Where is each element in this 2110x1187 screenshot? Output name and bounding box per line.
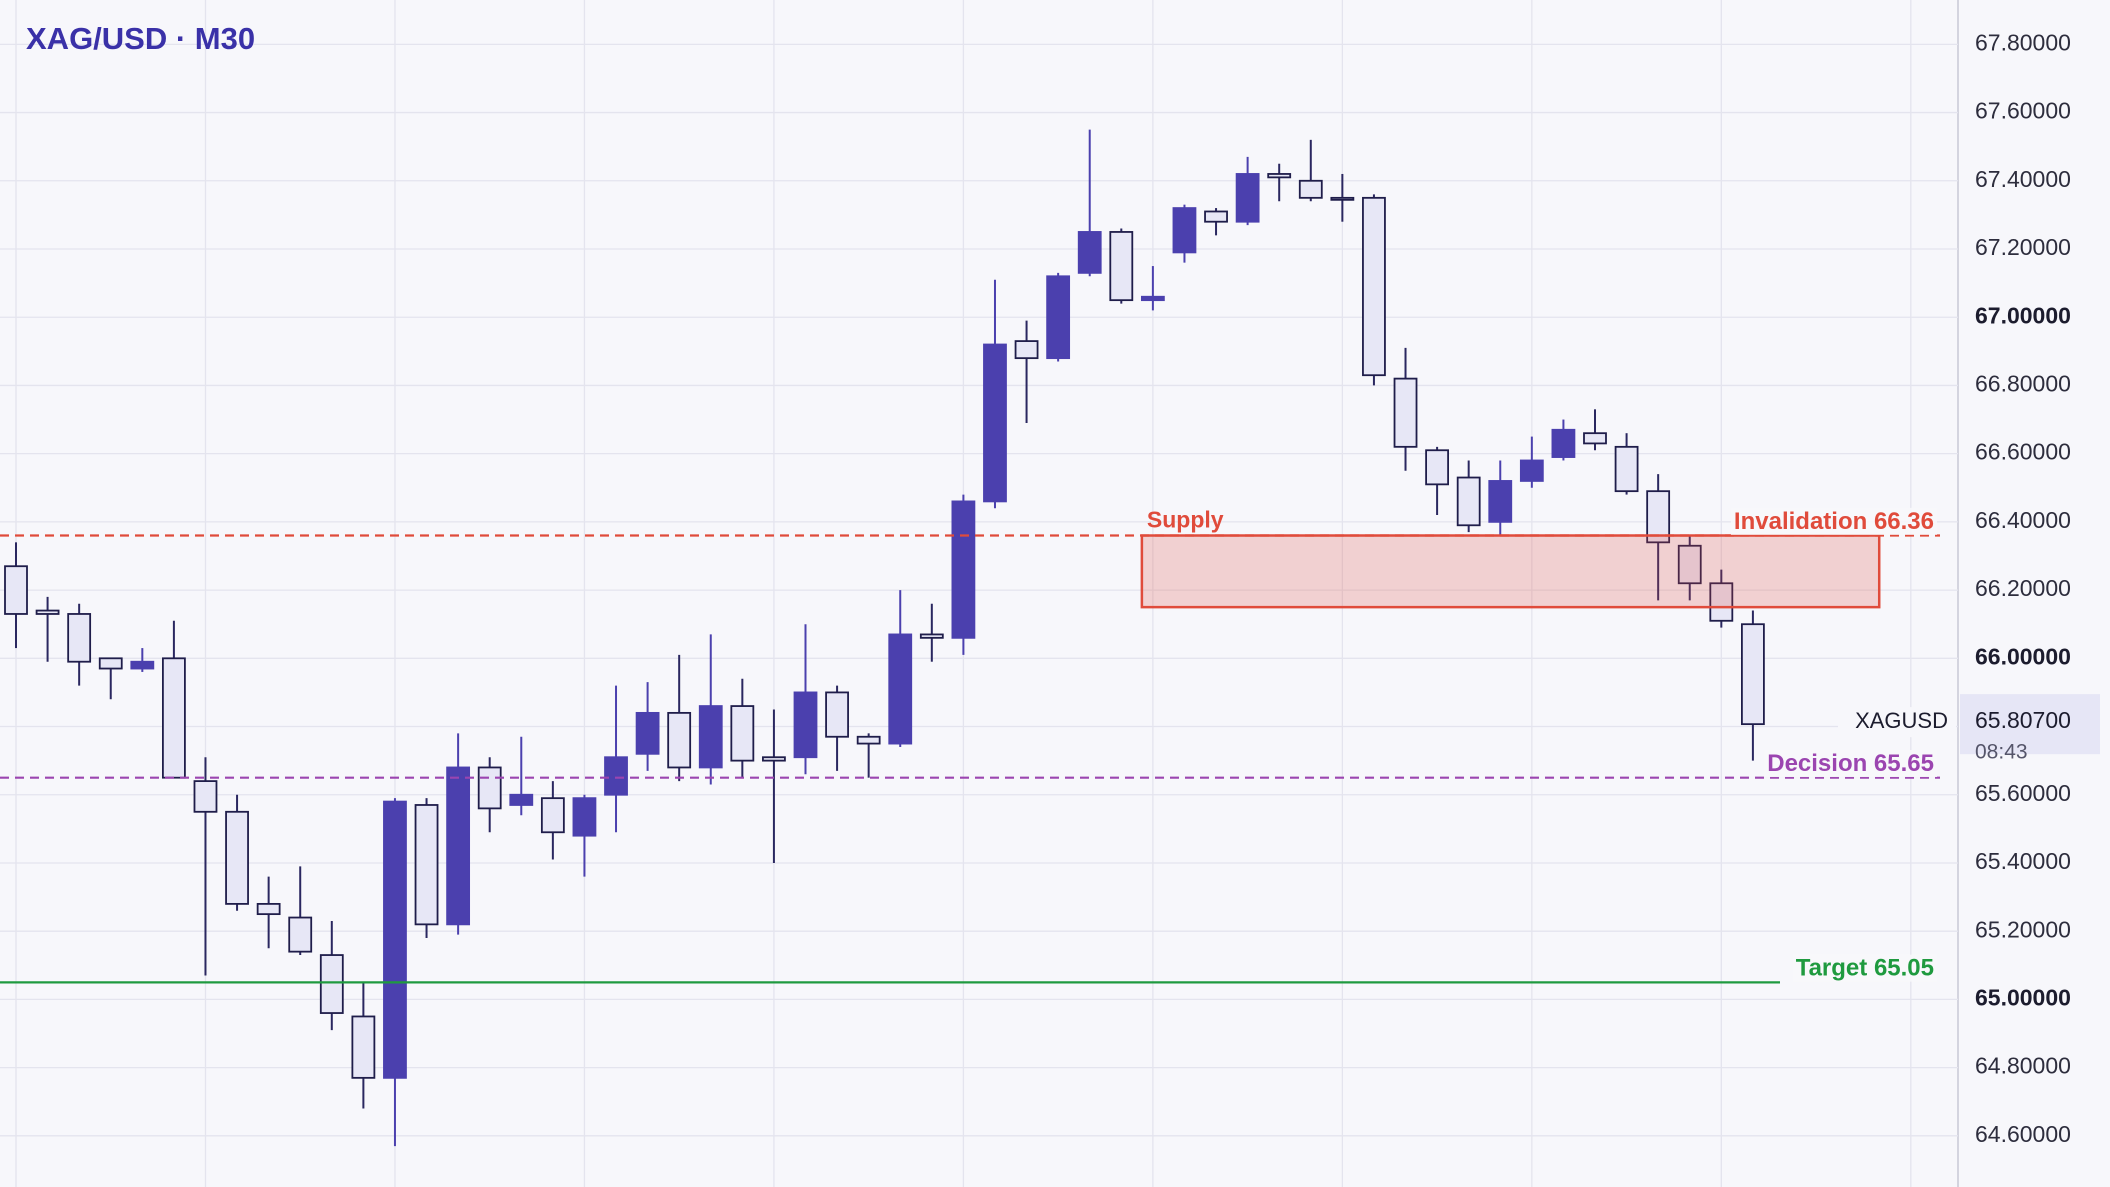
candle-body xyxy=(1741,623,1765,726)
candle-body xyxy=(635,711,660,755)
y-tick-label: 64.80000 xyxy=(1975,1053,2071,1079)
y-tick-label: 67.40000 xyxy=(1975,166,2071,192)
y-tick-label: 65.40000 xyxy=(1975,848,2071,874)
y-tick-label: 66.00000 xyxy=(1975,643,2071,669)
level-label-bg xyxy=(1730,507,1937,535)
candle-body xyxy=(1046,275,1071,360)
candle-body xyxy=(1646,490,1671,544)
y-tick-label: 65.20000 xyxy=(1975,916,2071,942)
candle-body xyxy=(1583,432,1607,445)
candle-body xyxy=(4,565,28,615)
y-tick-label: 67.80000 xyxy=(1975,29,2071,55)
candle-body xyxy=(604,756,628,796)
y-tick-label: 67.60000 xyxy=(1975,98,2071,124)
candle-body xyxy=(67,613,92,663)
candle-body xyxy=(446,766,471,926)
level-label: Invalidation 66.36 xyxy=(1734,508,1934,535)
candle-body xyxy=(1235,173,1260,223)
candle-body xyxy=(919,633,944,639)
candle-body xyxy=(161,657,186,779)
candle-body xyxy=(1140,295,1165,302)
candle-body xyxy=(856,735,881,745)
supply-zone xyxy=(1140,534,1881,609)
y-tick-label: 64.60000 xyxy=(1975,1121,2071,1147)
y-tick-label: 67.20000 xyxy=(1975,234,2071,260)
y-tick-label: 65.60000 xyxy=(1975,780,2071,806)
overlay: Supply Invalidation 66.36 Decision 65.65 Ta… xyxy=(0,507,1940,984)
candle-body xyxy=(1330,196,1355,201)
candle-body xyxy=(1204,210,1228,223)
candle-body xyxy=(1109,231,1134,302)
chart-title: XAG/USD · M30 xyxy=(26,21,255,56)
candle-body xyxy=(888,633,913,745)
y-tick-label: 65.00000 xyxy=(1975,984,2071,1010)
candle-body xyxy=(351,1015,376,1079)
candle-body xyxy=(793,691,818,759)
candle-body xyxy=(1393,377,1418,448)
candle-body xyxy=(1298,179,1323,199)
candle-body xyxy=(319,954,344,1014)
level-label: Target 65.05 xyxy=(1796,955,1934,982)
level-label-bg xyxy=(1764,750,1937,778)
candle-body xyxy=(1519,459,1544,482)
candle-body xyxy=(225,810,249,905)
candle-body xyxy=(572,797,597,837)
y-tick-label: 66.40000 xyxy=(1975,507,2071,533)
symbol-tag-bg xyxy=(1838,707,1956,738)
candle-body xyxy=(825,691,849,738)
candle-body xyxy=(1614,445,1639,493)
level-label-bg xyxy=(1792,954,1937,982)
candle-body xyxy=(509,793,534,806)
candle-body xyxy=(193,780,218,813)
candle-body xyxy=(1456,476,1481,527)
candle-body xyxy=(698,705,723,769)
y-tick-label: 67.00000 xyxy=(1975,302,2071,328)
candle-body xyxy=(35,609,60,615)
candle-body xyxy=(256,902,281,916)
candle-body xyxy=(98,657,123,670)
candle-body xyxy=(383,800,407,1079)
countdown-label: 08:43 xyxy=(1975,741,2028,764)
candle-body xyxy=(1709,582,1734,622)
marks xyxy=(4,129,1765,1147)
candle-body xyxy=(1362,196,1386,377)
candle-body xyxy=(667,711,692,769)
candle-body xyxy=(1172,207,1197,254)
candle-body xyxy=(414,804,439,926)
zone-label: Supply xyxy=(1147,507,1224,533)
candle-body xyxy=(762,756,786,762)
candle-body xyxy=(1551,428,1576,458)
y-tick-label: 66.80000 xyxy=(1975,371,2071,397)
y-tick-label: 66.60000 xyxy=(1975,439,2071,465)
y-tick-label: 66.20000 xyxy=(1975,575,2071,601)
candle-body xyxy=(1488,480,1513,523)
candle-body xyxy=(1677,544,1702,585)
candle-body xyxy=(1077,231,1102,274)
candle-body xyxy=(1014,340,1039,360)
candle-body xyxy=(288,916,313,953)
candle-body xyxy=(1267,173,1292,179)
candle-body xyxy=(951,500,976,639)
candle-body xyxy=(983,343,1007,503)
candle-body xyxy=(730,705,755,762)
last-price-label: 65.80700 xyxy=(1975,707,2071,733)
candle-body xyxy=(540,797,565,834)
candle-body xyxy=(130,660,155,670)
level-label: Decision 65.65 xyxy=(1767,750,1934,777)
price-tag-bg xyxy=(1960,694,2100,755)
candle-body xyxy=(1425,449,1449,486)
candle-body xyxy=(477,766,502,810)
symbol-label: XAGUSD xyxy=(1855,708,1948,733)
